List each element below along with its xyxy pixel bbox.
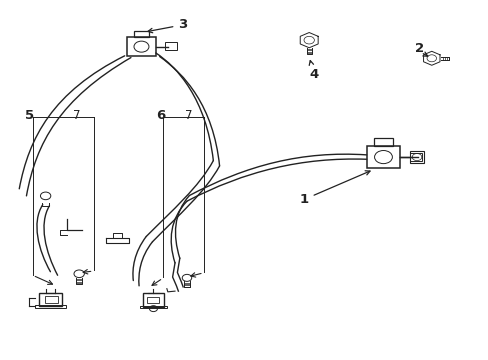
Text: 6: 6 bbox=[156, 109, 165, 122]
Text: 1: 1 bbox=[299, 171, 369, 206]
Text: 7: 7 bbox=[73, 109, 80, 122]
Bar bbox=[147, 297, 159, 303]
Bar bbox=[142, 293, 164, 307]
Bar bbox=[127, 37, 156, 56]
Text: 2: 2 bbox=[414, 42, 423, 55]
Bar bbox=[39, 293, 62, 306]
Bar bbox=[133, 31, 149, 37]
Bar bbox=[366, 146, 399, 168]
Bar bbox=[140, 306, 166, 308]
Bar bbox=[373, 139, 392, 146]
Bar bbox=[35, 305, 66, 308]
Text: 3: 3 bbox=[148, 18, 187, 33]
Bar bbox=[44, 296, 58, 303]
Bar bbox=[165, 42, 177, 50]
Bar bbox=[409, 153, 421, 161]
Bar bbox=[409, 151, 424, 163]
Text: 7: 7 bbox=[184, 109, 192, 122]
Text: 4: 4 bbox=[308, 60, 318, 81]
Text: 5: 5 bbox=[25, 109, 34, 122]
